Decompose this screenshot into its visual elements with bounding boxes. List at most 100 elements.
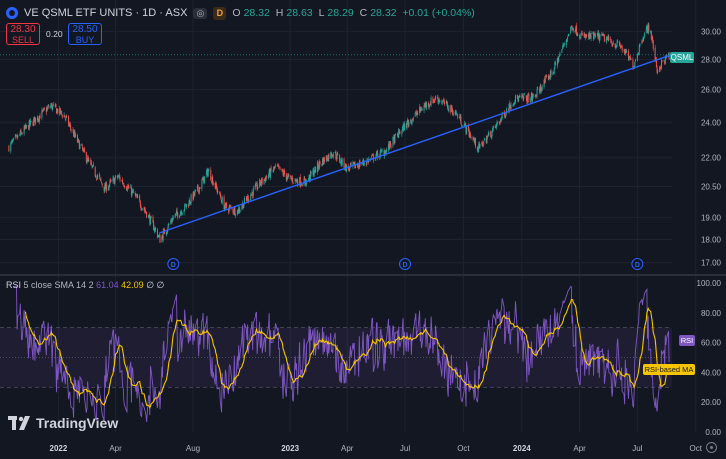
trendline[interactable] xyxy=(159,52,677,234)
candle-body xyxy=(257,186,259,189)
candle-body xyxy=(372,154,374,156)
rsi-tick-label: 20.00 xyxy=(701,398,722,407)
candle-body xyxy=(386,149,388,151)
candle-body xyxy=(429,103,431,105)
rsi-name[interactable]: RSI xyxy=(6,280,22,290)
candle-body xyxy=(186,203,188,207)
candle-body xyxy=(331,155,333,157)
candle-body xyxy=(170,221,172,224)
tradingview-logo-icon xyxy=(8,416,30,430)
candle-body xyxy=(425,102,427,107)
candle-body xyxy=(79,144,81,149)
rsi-axis[interactable]: 100.00 80.00 60.00 40.00 20.00 0.00 xyxy=(697,279,722,437)
candle-body xyxy=(464,123,466,126)
candle-body xyxy=(509,102,511,108)
candle-body xyxy=(281,168,283,170)
candle-body xyxy=(34,117,36,124)
time-tick-label: Oct xyxy=(690,444,703,453)
candle-body xyxy=(655,59,657,67)
candle-body xyxy=(242,203,244,207)
candle-body xyxy=(461,125,463,126)
candle-body xyxy=(126,189,128,191)
candle-body xyxy=(101,181,103,184)
candle-body xyxy=(457,114,459,118)
candle-body xyxy=(518,97,520,102)
candle-body xyxy=(439,101,441,103)
chart-grid xyxy=(0,0,697,432)
candle-body xyxy=(319,161,321,164)
candle-body xyxy=(353,162,355,164)
candle-body xyxy=(443,100,445,105)
candle-body xyxy=(135,195,137,196)
candle-body xyxy=(76,135,78,143)
price-tick-label: 26.00 xyxy=(701,86,722,95)
candle-body xyxy=(558,57,560,63)
candle-body xyxy=(544,77,546,83)
candle-body xyxy=(139,195,141,201)
candle-body xyxy=(212,176,214,185)
candle-body xyxy=(179,212,181,216)
candle-body xyxy=(530,98,532,103)
candle-body xyxy=(74,131,76,137)
candle-body xyxy=(596,33,598,35)
tradingview-logo[interactable]: TradingView xyxy=(8,415,118,431)
eye-icon[interactable]: ◎ xyxy=(193,7,208,19)
rsi-extra-1: ∅ xyxy=(146,280,155,290)
candle-body xyxy=(483,141,485,145)
symbol-logo-icon xyxy=(6,7,18,19)
candle-body xyxy=(396,134,398,135)
candle-body xyxy=(588,33,590,39)
candle-body xyxy=(256,182,258,189)
candle-body xyxy=(61,111,63,114)
price-tick-label: 17.00 xyxy=(701,259,722,268)
candle-body xyxy=(446,102,448,104)
candle-body xyxy=(587,34,589,38)
candle-body xyxy=(332,154,334,157)
rsi-tick-label: 100.00 xyxy=(697,279,722,288)
candle-body xyxy=(202,179,204,181)
buy-button[interactable]: 28.50 BUY xyxy=(68,23,102,45)
candle-body xyxy=(37,119,39,122)
candle-body xyxy=(652,36,654,42)
candle-body xyxy=(534,96,536,97)
dividend-badge[interactable]: D xyxy=(213,6,227,20)
candle-body xyxy=(192,193,194,200)
candle-body xyxy=(358,166,360,169)
candle-body xyxy=(535,95,537,97)
candle-body xyxy=(196,186,198,190)
price-axis[interactable]: 30.00 28.00 26.00 24.00 22.00 20.50 19.00 18.00… xyxy=(701,27,722,267)
candle-body xyxy=(159,235,161,243)
sell-button[interactable]: 28.30 SELL xyxy=(6,23,40,45)
candle-body xyxy=(46,107,48,112)
candle-body xyxy=(30,120,32,122)
symbol-title[interactable]: VE QSML ETF UNITS · 1D · ASX xyxy=(24,7,188,19)
gear-icon[interactable] xyxy=(706,442,717,453)
candle-body xyxy=(254,185,256,189)
candle-body xyxy=(504,115,506,119)
candle-body xyxy=(536,89,538,97)
candle-body xyxy=(24,126,26,129)
candle-body xyxy=(38,115,40,122)
candle-body xyxy=(647,23,649,34)
candle-body xyxy=(513,103,515,105)
candle-body xyxy=(155,227,157,230)
candle-body xyxy=(610,41,612,43)
candle-body xyxy=(90,162,92,166)
candle-body xyxy=(487,134,489,136)
candle-body xyxy=(366,160,368,164)
time-axis[interactable]: 2022 Apr Aug 2023 Apr Jul Oct 2024 Apr Jul Oct xyxy=(50,444,703,453)
candle-body xyxy=(634,60,636,62)
candle-body xyxy=(25,125,27,128)
candle-body xyxy=(16,135,18,139)
candle-body xyxy=(183,209,185,213)
time-tick-label: Oct xyxy=(457,444,470,453)
candle-body xyxy=(561,47,563,49)
candle-body xyxy=(572,27,574,32)
candle-body xyxy=(28,120,30,131)
candle-body xyxy=(269,170,271,178)
candle-body xyxy=(501,112,503,118)
candle-body xyxy=(543,79,545,88)
time-tick-label: Jul xyxy=(400,444,410,453)
candle-body xyxy=(122,183,124,185)
